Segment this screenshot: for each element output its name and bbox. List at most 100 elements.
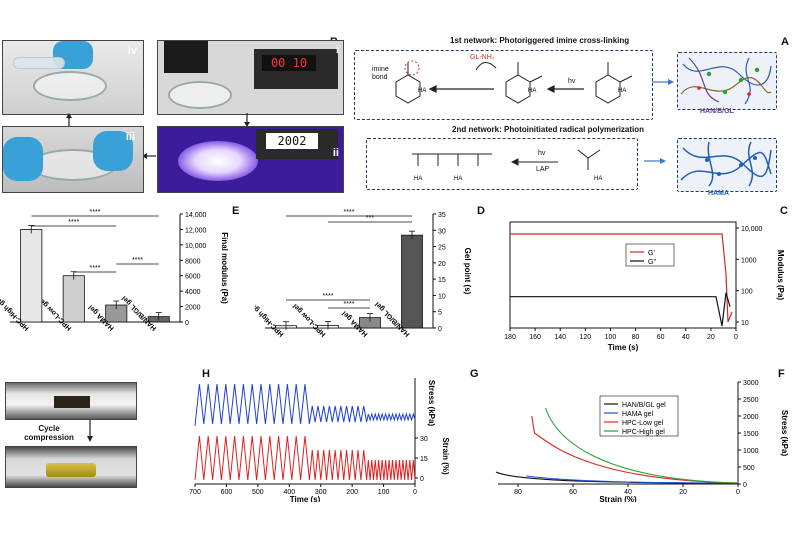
chart-c-modulus-time: 0 20 40 60 80 100 120 140 160 180 Time (s) 10 100 100… (504, 221, 785, 352)
x-tick-label: 80 (514, 489, 522, 496)
lap-label: LAP (536, 166, 550, 173)
y-tick-label: 30 (420, 436, 428, 443)
cycle-arrow-down (87, 420, 93, 442)
photo-ii-display: 2002 (266, 133, 318, 149)
legend-label: HAMA gel (622, 411, 654, 418)
svg-text:HA: HA (454, 176, 462, 182)
significance-label: **** (323, 293, 334, 300)
y-tick-label: 30 (438, 228, 446, 235)
x-tick-label: 100 (378, 489, 390, 496)
hama-network-illustration (680, 141, 772, 187)
ha-label-1: HA (618, 88, 626, 94)
x-axis-label: Time (s) (608, 343, 639, 352)
svg-text:HA: HA (414, 176, 422, 182)
x-tick-label: 0 (736, 489, 740, 496)
gl-nh2-label: GL-NH₂ (470, 54, 495, 61)
hanbgl-label: HAN/B/GL (700, 108, 734, 115)
x-tick-label: 140 (554, 334, 566, 341)
y-tick-label: 0 (420, 476, 424, 483)
hanbgl-network-illustration (680, 57, 772, 105)
y-axis-label: Gel point (s) (463, 248, 472, 295)
hama-network-box (677, 138, 777, 192)
x-tick-label: 20 (707, 334, 715, 341)
arrow-to-hama (644, 158, 666, 164)
panel-a-network-1-scheme: HA HA HA (395, 60, 633, 104)
x-tick-label: 0 (734, 334, 738, 341)
photo-iv: iv (2, 40, 144, 115)
y-axis-label: Stress (kPa) (780, 410, 789, 457)
x-axis-label: Time (s) (290, 495, 321, 502)
curve-hama (526, 475, 739, 484)
legend-box (599, 395, 679, 437)
hanbgl-network-box (677, 52, 777, 110)
photo-i-display: 00 10 (262, 55, 316, 71)
significance-label: *** (366, 215, 374, 222)
significance-label: **** (90, 209, 101, 216)
photo-h-before (5, 382, 137, 420)
significance-label: **** (132, 257, 143, 264)
bar (401, 234, 423, 329)
photo-label-ii: ii (332, 147, 339, 159)
panel-label-g: G (470, 368, 479, 380)
x-tick-label: 700 (189, 489, 201, 496)
legend-label: HPC-High gel (622, 429, 665, 436)
photo-iii: iii (2, 126, 144, 193)
legend-label: HAN/B/GL gel (622, 402, 666, 409)
panel-a-network-1-box (354, 50, 653, 120)
chart-e-final-modulus: 0 2000 4000 6000 8000 10,000 12,000 14,000 Final… (0, 209, 229, 332)
y-tick-label: 14,000 (185, 212, 207, 219)
hv-label-1: hv (568, 78, 576, 85)
y-tick-label: 2000 (743, 414, 759, 421)
stress-trace (194, 383, 416, 427)
y-tick-label: 1500 (743, 431, 759, 438)
y-tick-label: 0 (185, 320, 189, 327)
y-tick-label: 35 (438, 212, 446, 219)
series-line-g-double-prime (510, 292, 731, 327)
x-tick-label: 160 (529, 334, 541, 341)
significance-label: **** (68, 219, 79, 226)
y-tick-label: 10,000 (741, 226, 763, 233)
y-axis-label: Modulus (Pa) (776, 250, 785, 301)
significance-label: **** (344, 301, 355, 308)
y-tick-label: 6000 (185, 274, 201, 281)
photo-label-iv: iv (127, 45, 137, 57)
y-tick-label: 15 (420, 456, 428, 463)
significance-label: **** (90, 265, 101, 272)
hama-label: HAMA (708, 190, 729, 197)
x-tick-label: 40 (682, 334, 690, 341)
y-tick-label: 2500 (743, 397, 759, 404)
hv-label-2: hv (538, 150, 546, 157)
significance-label: **** (344, 209, 355, 216)
x-tick-label: 500 (252, 489, 264, 496)
y-tick-label: 10,000 (185, 243, 207, 250)
x-tick-label: 60 (569, 489, 577, 496)
y-tick-label: 12,000 (185, 227, 207, 234)
y-tick-label: 0 (743, 482, 747, 489)
cycle-compression-label: Cycle compression (24, 424, 74, 442)
panel-label-e: E (232, 205, 240, 217)
x-tick-label: 60 (657, 334, 665, 341)
curve-hpc-high (544, 407, 739, 484)
panel-a-network-2-scheme: HA HA HA (412, 149, 602, 182)
photo-arrow-down (244, 113, 250, 127)
x-tick-label: 300 (315, 489, 327, 496)
photo-h-after (5, 446, 137, 488)
panel-label-f: F (778, 368, 785, 380)
panel-label-h: H (202, 368, 210, 380)
y-axis-label-bottom: Strain (%) (441, 437, 450, 475)
y-axis-label: Final modulus (Pa) (220, 232, 229, 304)
photo-label-i: i (335, 44, 339, 56)
bar (62, 275, 85, 323)
arrow-to-hanbgl (652, 79, 674, 85)
panel-a-title-1: 1st network: Photoriggered imine cross-l… (450, 36, 630, 45)
y-tick-label: 25 (438, 245, 446, 252)
y-tick-label: 10 (438, 293, 446, 300)
imine-bond-label: imine bond (372, 66, 389, 81)
y-tick-label: 15 (438, 277, 446, 284)
ha-label-2: HA (528, 88, 536, 94)
curve-hpc-low (531, 415, 739, 484)
x-tick-label: 200 (346, 489, 358, 496)
photo-arrow-up (66, 113, 72, 127)
